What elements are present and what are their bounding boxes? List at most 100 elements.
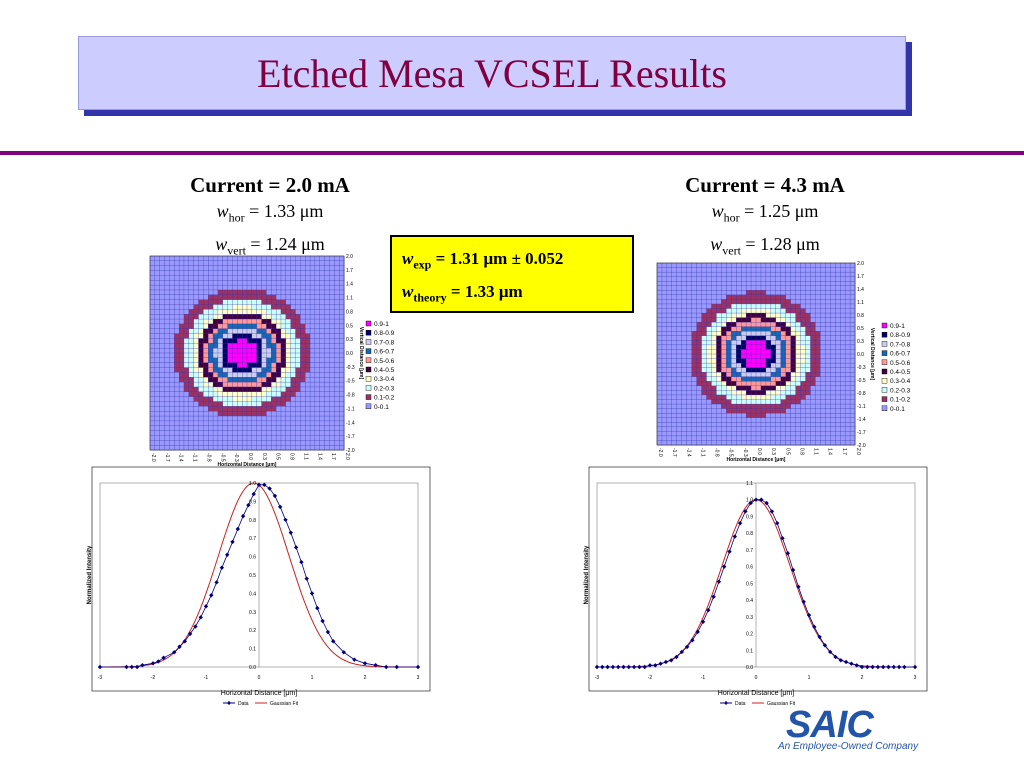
heatmap-cell: [164, 347, 170, 354]
heatmap-cell: [314, 377, 321, 383]
heatmap-cell: [266, 314, 272, 320]
heatmap-cell: [183, 270, 190, 276]
heatmap-cell: [285, 396, 292, 402]
heatmap-cell: [666, 399, 673, 405]
heatmap-cell: [661, 276, 668, 282]
heatmap-cell: [266, 270, 272, 276]
heatmap-cell: [706, 344, 712, 350]
heatmap-cell: [217, 323, 224, 330]
heatmap-cell: [285, 270, 292, 276]
heatmap-cell: [765, 303, 772, 309]
heatmap-cell: [795, 399, 801, 405]
heatmap-cell: [721, 426, 727, 432]
heatmap-cell: [691, 349, 698, 355]
heatmap-cell: [334, 401, 340, 407]
heatmap-cell: [844, 340, 851, 346]
heatmap-cell: [198, 338, 204, 344]
heatmap-cell: [183, 352, 190, 359]
heatmap-cell: [183, 406, 190, 412]
heatmap-cell: [790, 344, 797, 350]
heatmap-cell: [237, 357, 243, 364]
heatmap-cell: [731, 367, 737, 373]
heatmap-cell: [178, 372, 185, 378]
data-point: [182, 639, 187, 644]
heatmap-cell: [295, 338, 301, 344]
heatmap-cell: [745, 381, 752, 387]
heatmap-cell: [309, 406, 316, 412]
heatmap-cell: [290, 265, 296, 272]
heatmap-cell: [825, 271, 831, 278]
heatmap-cell: [691, 403, 698, 410]
heatmap-cell: [329, 430, 335, 436]
heatmap-cell: [849, 399, 856, 405]
heatmap-cell: [285, 304, 292, 310]
heatmap-cell: [212, 299, 219, 305]
saic-logo: SAIC An Employee-Owned Company: [776, 705, 918, 753]
heatmap-cell: [208, 289, 214, 296]
heatmap-cell: [305, 328, 311, 335]
heatmap-cell: [309, 328, 316, 335]
heatmap-cell: [760, 290, 767, 296]
heatmap-cell: [222, 396, 229, 402]
heatmap-cell: [750, 367, 757, 373]
profile-x-tick: 0: [755, 675, 758, 681]
heatmap-cell: [844, 362, 851, 369]
heatmap-cell: [775, 385, 782, 391]
heatmap-cell: [745, 340, 752, 346]
heatmap-cell: [820, 431, 826, 437]
legend-swatch: [365, 394, 372, 400]
heatmap-cell: [237, 347, 243, 354]
heatmap-cell: [721, 294, 727, 300]
heatmap-cell: [169, 270, 175, 276]
w-symbol: w: [402, 249, 414, 268]
heatmap-cell: [820, 412, 826, 419]
heatmap-cell: [736, 317, 742, 323]
heatmap-cell: [212, 411, 219, 417]
heatmap-cell: [309, 415, 316, 422]
heatmap-cell: [178, 430, 185, 436]
heatmap-cell: [232, 323, 238, 330]
heatmap-cell: [840, 431, 846, 437]
heatmap-cell: [775, 344, 782, 350]
heatmap-cell: [671, 399, 678, 405]
heatmap-cell: [266, 309, 272, 315]
heatmap-cell: [711, 303, 717, 309]
heatmap-cell: [755, 281, 762, 287]
heatmap-cell: [701, 299, 707, 305]
heatmap-cell: [305, 444, 311, 451]
heatmap-cell: [731, 294, 737, 300]
heatmap-cell: [193, 265, 199, 272]
heatmap-cell: [745, 412, 752, 419]
heatmap-cell: [790, 349, 797, 355]
heatmap-cell: [208, 304, 214, 310]
heatmap-cell: [193, 401, 199, 407]
heatmap-cell: [232, 435, 238, 441]
heatmap-cell: [338, 255, 345, 262]
heatmap-cell: [251, 420, 258, 427]
data-point: [737, 520, 743, 526]
heatmap-cell: [731, 303, 737, 309]
heatmap-cell: [656, 285, 663, 291]
heatmap-cell: [701, 358, 707, 364]
heatmap-cell: [193, 280, 199, 286]
heatmap-x-tick: 0.8: [289, 453, 295, 460]
heatmap-cell: [266, 338, 272, 344]
heatmap-cell: [285, 343, 292, 349]
heatmap-cell: [745, 367, 752, 373]
heatmap-cell: [300, 357, 306, 364]
heatmap-cell: [805, 417, 811, 423]
heatmap-cell: [169, 415, 175, 422]
heatmap-cell: [741, 271, 747, 278]
heatmap-cell: [227, 411, 233, 417]
heatmap-cell: [261, 406, 267, 412]
heatmap-cell: [261, 318, 267, 325]
heatmap-cell: [309, 314, 316, 320]
heatmap-cell: [736, 290, 742, 296]
heatmap-cell: [750, 399, 757, 405]
heatmap-cell: [159, 396, 165, 402]
heatmap-cell: [656, 403, 663, 410]
heatmap-cell: [212, 309, 219, 315]
heatmap-cell: [681, 299, 688, 305]
heatmap-cell: [666, 294, 673, 300]
heatmap-cell: [280, 284, 287, 291]
